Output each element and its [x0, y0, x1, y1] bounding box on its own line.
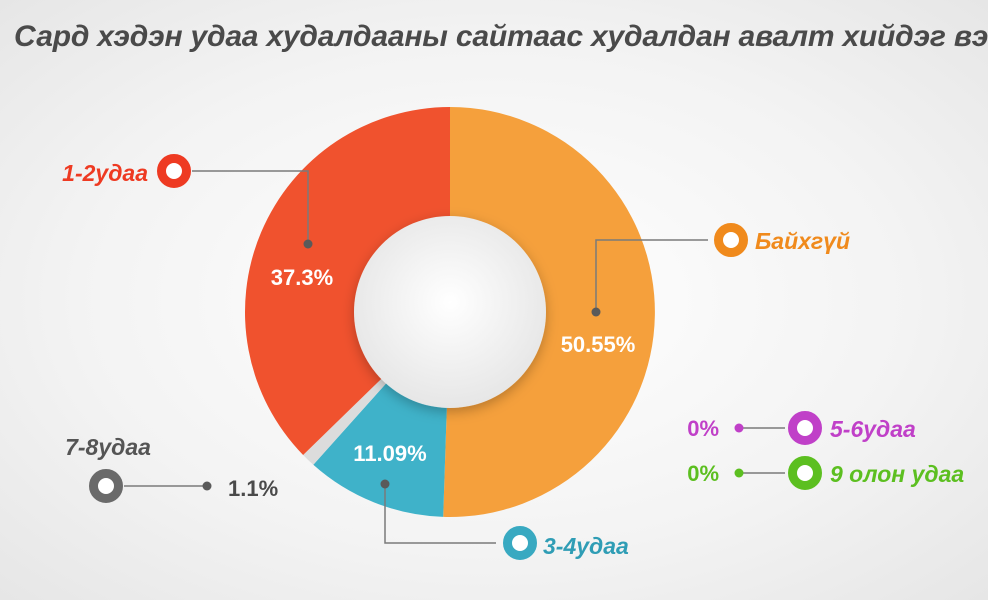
donut-hole	[354, 216, 546, 408]
category-label-0: Байхгүй	[755, 228, 850, 254]
category-label-2: 7-8удаа	[65, 434, 151, 460]
value-label-1: 11.09%	[353, 441, 426, 466]
value-label-2: 1.1%	[228, 476, 278, 501]
slice-0	[443, 107, 655, 517]
connector-line-0	[595, 239, 708, 312]
anchor-dot-2	[202, 481, 212, 491]
value-label-4: 0%	[687, 416, 719, 441]
connector-line-1	[384, 484, 496, 544]
value-label-3: 37.3%	[271, 265, 333, 290]
legend-marker-5	[788, 456, 822, 490]
category-label-4: 5-6удаа	[830, 416, 916, 442]
anchor-dot-3	[303, 239, 313, 249]
legend-marker-0	[714, 223, 748, 257]
value-label-5: 0%	[687, 461, 719, 486]
category-label-3: 1-2удаа	[62, 160, 148, 186]
value-label-0: 50.55%	[561, 332, 636, 357]
anchor-dot-0	[591, 307, 601, 317]
legend-marker-1	[503, 526, 537, 560]
legend-marker-4	[788, 411, 822, 445]
anchor-dot-4	[734, 423, 744, 433]
slice-3	[244, 106, 450, 455]
anchor-dot-5	[734, 468, 744, 478]
legend-marker-3	[157, 154, 191, 188]
anchor-dot-1	[380, 479, 390, 489]
legend-marker-2	[89, 469, 123, 503]
category-label-5: 9 олон удаа	[830, 461, 964, 487]
connector-line-3	[192, 170, 309, 244]
category-label-1: 3-4удаа	[543, 533, 629, 559]
chart-title: Сард хэдэн удаа худалдааны сайтаас худал…	[14, 20, 988, 53]
